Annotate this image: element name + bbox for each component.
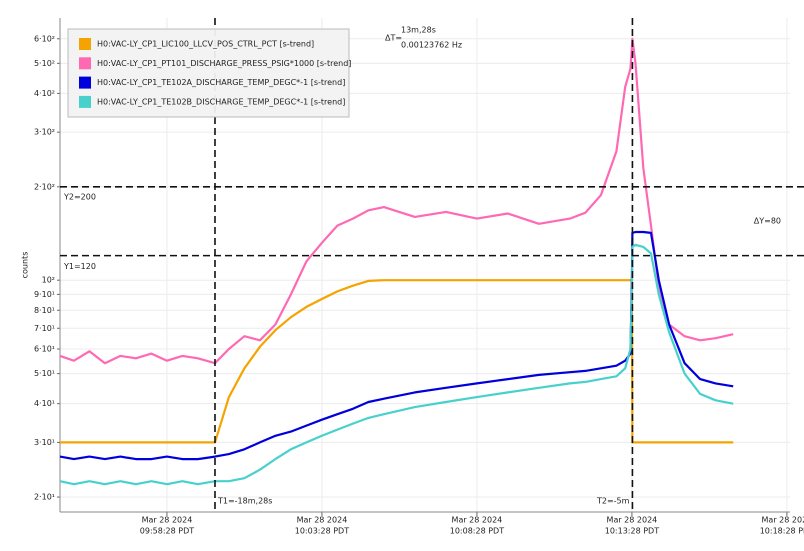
series-line bbox=[59, 243, 734, 486]
legend-label: H0:VAC-LY_CP1_PT101_DISCHARGE_PRESS_PSIG… bbox=[97, 59, 351, 68]
annotation: Y1=120 bbox=[63, 262, 96, 271]
series-line bbox=[60, 279, 734, 444]
x-tick-label: 10:03:28 PDT bbox=[295, 527, 349, 536]
y-tick-label: 8·10¹ bbox=[34, 306, 55, 315]
y-axis-label: counts bbox=[21, 252, 30, 279]
y-tick-label: 5·10¹ bbox=[34, 369, 55, 378]
legend-box bbox=[67, 28, 350, 118]
legend: H0:VAC-LY_CP1_LIC100_LLCV_POS_CTRL_PCT [… bbox=[67, 28, 351, 118]
series-line bbox=[59, 230, 734, 461]
legend-label: H0:VAC-LY_CP1_TE102A_DISCHARGE_TEMP_DEGC… bbox=[97, 78, 345, 87]
legend-swatch bbox=[79, 57, 91, 70]
annotation: 13m,28s bbox=[401, 26, 436, 35]
x-tick-date: Mar 28 2024 bbox=[142, 516, 193, 525]
x-tick-label: 10:18:28 PDT bbox=[760, 527, 804, 536]
series-line bbox=[59, 37, 734, 365]
y-tick-label: 2·10¹ bbox=[34, 493, 55, 502]
x-tick-date: Mar 28 2024 bbox=[607, 516, 658, 525]
x-tick-label: 10:08:28 PDT bbox=[450, 527, 504, 536]
legend-swatch bbox=[79, 95, 91, 108]
y-tick-label: 4·10² bbox=[34, 89, 55, 98]
x-tick-date: Mar 28 2024 bbox=[297, 516, 348, 525]
y-tick-label: 9·10¹ bbox=[34, 290, 55, 299]
y-tick-label: 6·10² bbox=[34, 34, 55, 43]
y-tick-label: 6·10¹ bbox=[34, 345, 55, 354]
legend-swatch bbox=[79, 76, 91, 89]
annotation: T2=-5m bbox=[596, 497, 630, 506]
y-tick-label: 3·10² bbox=[34, 128, 55, 137]
x-tick-label: 10:13:28 PDT bbox=[605, 527, 659, 536]
x-tick-label: 09:58:28 PDT bbox=[140, 527, 194, 536]
x-tick-date: Mar 28 2024 bbox=[762, 516, 804, 525]
legend-swatch bbox=[79, 38, 91, 50]
y-tick-label: 7·10¹ bbox=[34, 324, 55, 333]
legend-label: H0:VAC-LY_CP1_TE102B_DISCHARGE_TEMP_DEGC… bbox=[97, 97, 345, 106]
annotation: 0.00123762 Hz bbox=[401, 41, 462, 50]
annotation: ΔY=80 bbox=[754, 217, 781, 226]
y-tick-label: 4·10¹ bbox=[34, 399, 55, 408]
x-tick-date: Mar 28 2024 bbox=[452, 516, 503, 525]
legend-label: H0:VAC-LY_CP1_LIC100_LLCV_POS_CTRL_PCT [… bbox=[97, 40, 314, 49]
y-tick-label: 10² bbox=[42, 276, 55, 285]
annotation: T1=-18m,28s bbox=[217, 497, 272, 506]
y-tick-label: 5·10² bbox=[34, 59, 55, 68]
y-tick-label: 2·10² bbox=[34, 182, 55, 191]
annotation: ΔT= bbox=[385, 34, 402, 43]
annotation: Y2=200 bbox=[63, 192, 96, 201]
y-tick-label: 3·10¹ bbox=[34, 438, 55, 447]
